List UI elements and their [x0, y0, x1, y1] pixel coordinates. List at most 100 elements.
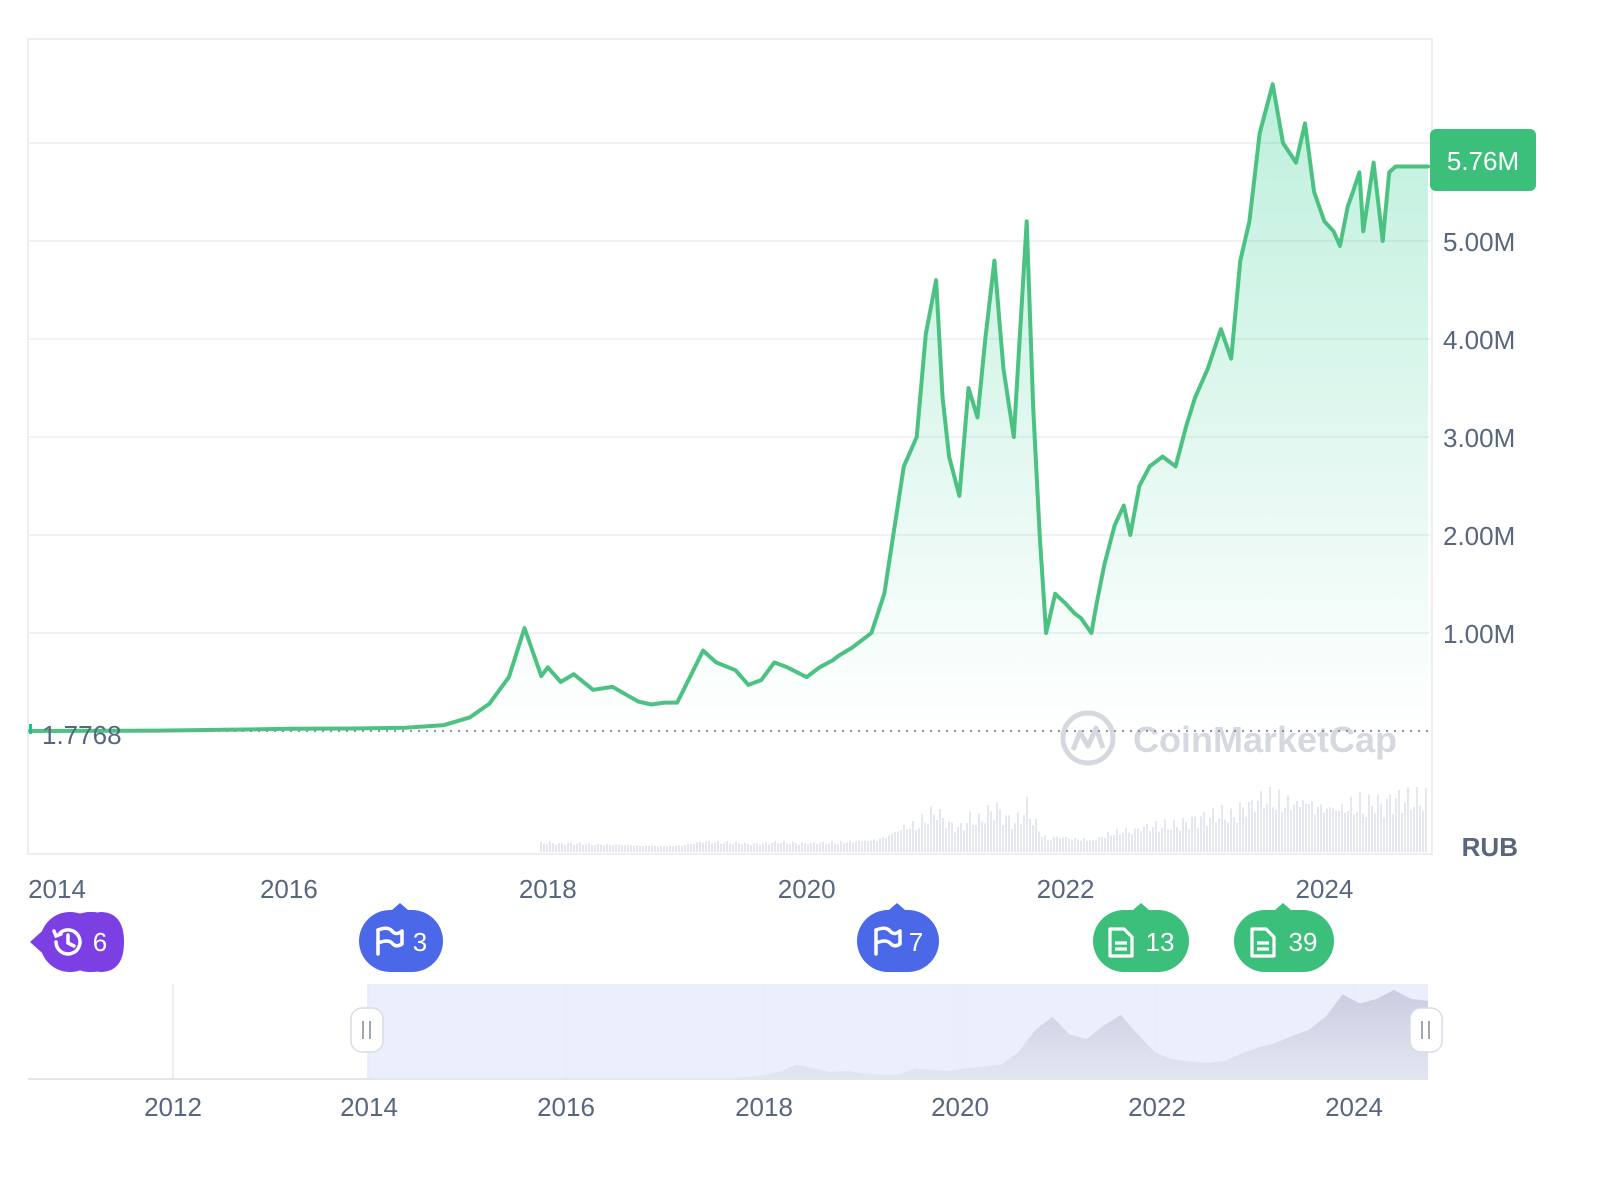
volume-bar: [867, 841, 869, 852]
volume-bar: [645, 845, 647, 852]
volume-bar: [948, 821, 950, 852]
volume-bar: [1347, 811, 1349, 852]
volume-bar: [663, 845, 665, 852]
start-price-label: 1.7768: [42, 720, 122, 750]
volume-bar: [999, 809, 1001, 852]
volume-bar: [1212, 808, 1214, 852]
volume-bar: [777, 843, 779, 852]
volume-bar: [1071, 839, 1073, 852]
flag-icon: [376, 926, 404, 956]
x-tick-label: 2024: [1296, 874, 1354, 904]
volume-bar: [963, 830, 965, 852]
volume-bar: [672, 846, 674, 852]
volume-bar: [843, 843, 845, 852]
volume-bar: [1053, 836, 1055, 852]
volume-bar: [702, 842, 704, 852]
volume-bar: [1263, 807, 1265, 852]
volume-bar: [774, 840, 776, 852]
navigator-handle-right[interactable]: [1409, 1007, 1443, 1053]
volume-bar: [912, 820, 914, 852]
volume-bar: [1329, 807, 1331, 852]
volume-bar: [957, 826, 959, 852]
volume-bar: [1365, 817, 1367, 852]
volume-bar: [921, 813, 923, 852]
volume-bar: [1275, 809, 1277, 852]
event-count: 13: [1146, 927, 1175, 957]
volume-bar: [1068, 838, 1070, 852]
volume-bar: [1350, 797, 1352, 852]
event-badge-flag-1[interactable]: 3: [359, 903, 443, 972]
event-badge-flag-2[interactable]: 7: [857, 903, 939, 972]
volume-bar: [1245, 816, 1247, 852]
volume-bar: [1215, 822, 1217, 852]
volume-bar: [573, 844, 575, 852]
volume-bar: [684, 845, 686, 852]
volume-bar: [681, 845, 683, 852]
volume-bar: [795, 843, 797, 852]
volume-bar: [828, 843, 830, 852]
volume-bar: [1392, 813, 1394, 852]
volume-bar: [708, 840, 710, 852]
volume-bar: [657, 846, 659, 852]
volume-bar: [1155, 820, 1157, 852]
volume-bar: [1143, 826, 1145, 852]
volume-bar: [1227, 822, 1229, 852]
volume-bar: [840, 840, 842, 852]
volume-bar: [1005, 815, 1007, 852]
volume-bar: [876, 841, 878, 852]
volume-bar: [705, 841, 707, 852]
volume-bar: [918, 828, 920, 852]
navigator-tick-label: 2016: [537, 1092, 595, 1122]
volume-bar: [606, 843, 608, 852]
volume-bar: [558, 842, 560, 852]
volume-bar: [1077, 839, 1079, 852]
volume-bar: [1128, 832, 1130, 852]
volume-bar: [1056, 836, 1058, 852]
navigator-handle-left[interactable]: [350, 1007, 384, 1053]
volume-bar: [675, 846, 677, 852]
volume-bar: [855, 841, 857, 852]
volume-bar: [771, 842, 773, 852]
volume-bar: [1122, 832, 1124, 852]
volume-bar: [1047, 840, 1049, 852]
volume-bar: [1209, 817, 1211, 852]
volume-bar: [1425, 788, 1427, 852]
volume-bar: [801, 842, 803, 852]
volume-bar: [1254, 811, 1256, 852]
volume-bar: [864, 840, 866, 852]
volume-bar: [621, 845, 623, 852]
volume-bar: [678, 845, 680, 852]
volume-bar: [1134, 828, 1136, 852]
volume-bar: [1281, 811, 1283, 852]
range-navigator[interactable]: 2012 2014 2016 2018 2020 2022 2024: [28, 984, 1443, 1122]
volume-bar: [888, 835, 890, 852]
volume-bar: [972, 825, 974, 852]
volume-bar: [552, 842, 554, 852]
volume-bar: [1152, 826, 1154, 852]
volume-bar: [1149, 831, 1151, 852]
volume-bar: [975, 824, 977, 852]
volume-bar: [852, 842, 854, 852]
volume-bar: [693, 843, 695, 852]
volume-bar: [1083, 838, 1085, 852]
event-badge-document-1[interactable]: 13: [1093, 903, 1189, 972]
volume-bar: [1242, 807, 1244, 852]
navigator-tick-label: 2018: [735, 1092, 793, 1122]
volume-bar: [744, 842, 746, 852]
volume-bar: [639, 845, 641, 852]
event-badge-history[interactable]: 6: [30, 912, 124, 972]
volume-bar: [1026, 796, 1028, 852]
x-tick-label: 2022: [1037, 874, 1095, 904]
volume-bar: [1389, 794, 1391, 852]
volume-bar: [780, 843, 782, 852]
volume-bar: [588, 843, 590, 852]
event-badge-document-2[interactable]: 39: [1234, 903, 1334, 972]
volume-bar: [579, 842, 581, 852]
volume-bar: [870, 840, 872, 852]
volume-bar: [1410, 809, 1412, 852]
volume-bar: [717, 841, 719, 852]
volume-bar: [1401, 812, 1403, 852]
volume-bar: [669, 845, 671, 852]
volume-bar: [1248, 801, 1250, 852]
